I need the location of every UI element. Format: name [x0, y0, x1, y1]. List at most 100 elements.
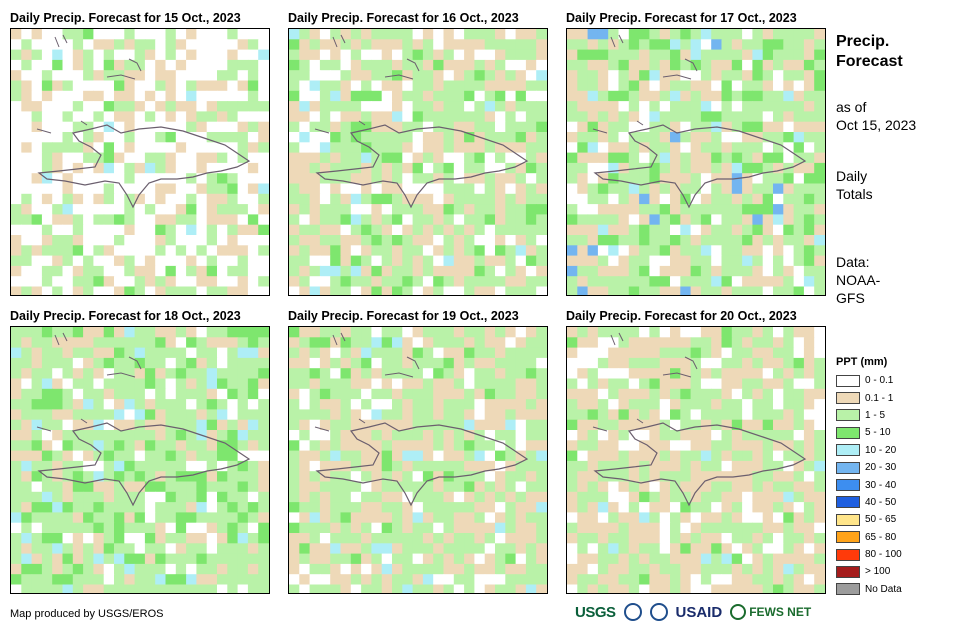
- precip-cell: [175, 368, 187, 380]
- precip-cell: [114, 235, 125, 246]
- precip-cell: [608, 522, 620, 534]
- precip-cell: [103, 121, 115, 133]
- precip-cell: [793, 522, 805, 534]
- precip-cell: [680, 378, 692, 390]
- precip-cell: [649, 440, 661, 452]
- precip-cell: [114, 430, 125, 441]
- precip-cell: [103, 563, 115, 575]
- precip-cell: [577, 80, 589, 92]
- precip-cell: [793, 574, 805, 586]
- precip-cell: [237, 378, 249, 390]
- precip-cell: [731, 357, 743, 369]
- precip-cell: [649, 584, 661, 593]
- precip-cell: [103, 502, 115, 513]
- precip-cell: [464, 533, 475, 544]
- precip-cell: [361, 132, 372, 143]
- precip-cell: [670, 80, 681, 92]
- precip-cell: [474, 440, 486, 452]
- precip-cell: [453, 399, 465, 410]
- precip-cell: [608, 533, 620, 544]
- precip-cell: [93, 183, 105, 195]
- precip-cell: [361, 553, 372, 565]
- precip-cell: [319, 70, 331, 82]
- precip-cell: [165, 337, 177, 349]
- precip-cell: [577, 337, 589, 349]
- precip-cell: [495, 70, 506, 82]
- precip-cell: [773, 388, 784, 400]
- precip-cell: [597, 121, 609, 133]
- precip-cell: [103, 39, 115, 51]
- precip-cell: [515, 563, 527, 575]
- precip-cell: [62, 152, 74, 164]
- precip-cell: [422, 543, 434, 555]
- precip-cell: [814, 90, 825, 102]
- precip-cell: [649, 245, 661, 257]
- precip-cell: [175, 337, 187, 349]
- precip-cell: [62, 440, 74, 452]
- precip-cell: [247, 101, 259, 112]
- precip-cell: [217, 337, 228, 349]
- precip-cell: [597, 101, 609, 112]
- precip-cell: [639, 419, 650, 431]
- precip-cell: [217, 419, 228, 431]
- precip-cell: [536, 265, 547, 277]
- precip-cell: [474, 388, 486, 400]
- precip-cell: [217, 142, 228, 154]
- precip-cell: [103, 574, 115, 586]
- precip-cell: [711, 584, 723, 593]
- precip-cell: [41, 255, 53, 267]
- precip-cell: [680, 502, 692, 513]
- precip-cell: [227, 491, 239, 503]
- precip-cell: [649, 132, 661, 143]
- precip-cell: [464, 49, 475, 61]
- precip-cell: [742, 224, 753, 236]
- precip-cell: [402, 183, 414, 195]
- precip-cell: [587, 481, 599, 493]
- precip-cell: [608, 481, 620, 493]
- precip-cell: [752, 39, 764, 51]
- precip-cell: [597, 533, 609, 544]
- precip-cell: [670, 204, 681, 215]
- precip-cell: [155, 276, 167, 288]
- precip-cell: [134, 224, 146, 236]
- precip-cell: [114, 29, 125, 40]
- precip-cell: [72, 70, 84, 82]
- precip-cell: [144, 450, 156, 462]
- precip-cell: [41, 522, 53, 534]
- precip-cell: [11, 255, 22, 267]
- precip-cell: [597, 378, 609, 390]
- precip-cell: [453, 29, 465, 40]
- precip-cell: [525, 255, 537, 267]
- precip-cell: [773, 368, 784, 380]
- precip-cell: [330, 90, 342, 102]
- island-outline: [54, 34, 68, 48]
- precip-cell: [742, 337, 753, 349]
- precip-cell: [350, 70, 362, 82]
- precip-cell: [41, 142, 53, 154]
- precip-cell: [330, 59, 342, 71]
- precip-cell: [237, 245, 249, 257]
- precip-cell: [165, 276, 177, 288]
- precip-cell: [124, 173, 136, 185]
- precip-cell: [381, 255, 393, 267]
- precip-cell: [206, 29, 218, 40]
- precip-cell: [103, 111, 115, 123]
- precip-cell: [515, 574, 527, 586]
- precip-cell: [762, 543, 774, 555]
- precip-cell: [505, 430, 517, 441]
- precip-cell: [525, 337, 537, 349]
- precip-cell: [783, 471, 795, 483]
- precip-cell: [700, 430, 712, 441]
- precip-cell: [247, 512, 259, 524]
- precip-cell: [731, 491, 743, 503]
- precip-cell: [289, 224, 300, 236]
- precip-cell: [319, 286, 331, 295]
- precip-cell: [247, 347, 259, 359]
- precip-cell: [114, 276, 125, 288]
- precip-cell: [155, 378, 167, 390]
- precip-cell: [649, 337, 661, 349]
- precip-cell: [608, 101, 620, 112]
- precip-cell: [453, 481, 465, 493]
- precip-cell: [289, 49, 300, 61]
- precip-cell: [299, 533, 311, 544]
